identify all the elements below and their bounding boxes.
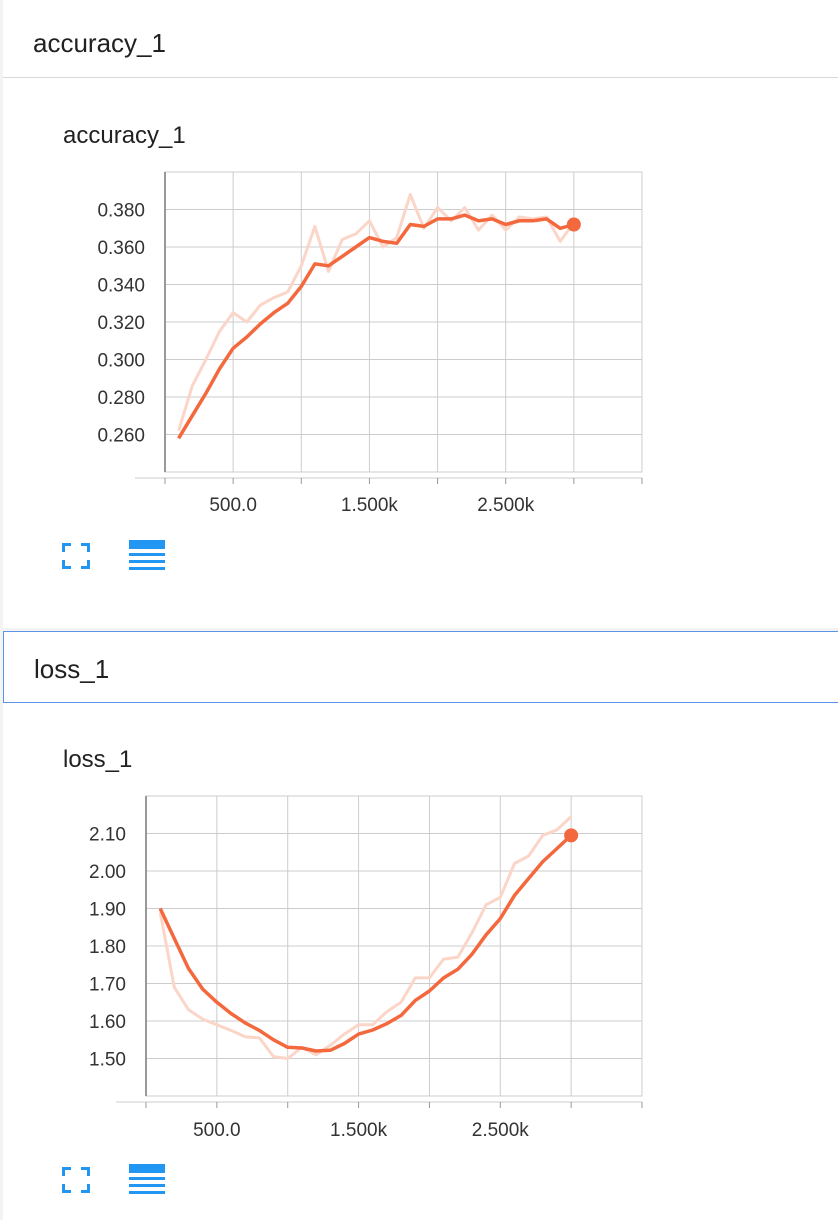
y-tick-label: 0.280 bbox=[97, 388, 145, 409]
y-tick-label: 1.80 bbox=[89, 937, 126, 958]
y-tick-label: 0.360 bbox=[97, 238, 145, 259]
x-tick-label: 2.500k bbox=[477, 495, 535, 516]
raw-series-line bbox=[158, 815, 573, 1060]
y-tick-label: 2.10 bbox=[89, 825, 126, 846]
accuracy-section-header[interactable]: accuracy_1 bbox=[3, 6, 838, 78]
y-tick-label: 1.90 bbox=[89, 900, 126, 921]
smoothed-series-line bbox=[177, 213, 575, 440]
section-title: loss_1 bbox=[34, 654, 110, 684]
accuracy-chart: 0.260 0.280 0.300 0.320 0.340 0.360 0.380 500.0… bbox=[97, 171, 643, 516]
y-tick-label: 0.300 bbox=[97, 351, 145, 372]
accuracy-section bbox=[3, 0, 838, 628]
smoothed-series-line bbox=[158, 834, 573, 1053]
last-point-marker bbox=[564, 828, 579, 843]
y-tick-label: 0.260 bbox=[97, 426, 145, 447]
section-title: accuracy_1 bbox=[33, 28, 166, 58]
x-tick-label: 1.500k bbox=[341, 495, 399, 516]
y-tick-label: 1.60 bbox=[89, 1012, 126, 1033]
data-table-icon bbox=[129, 540, 165, 570]
y-tick-label: 0.320 bbox=[97, 313, 145, 334]
fullscreen-button[interactable] bbox=[62, 543, 92, 571]
data-table-button[interactable] bbox=[129, 1164, 165, 1196]
fullscreen-icon bbox=[62, 1167, 90, 1193]
loss-section bbox=[3, 632, 838, 1220]
y-tick-label: 1.70 bbox=[89, 975, 126, 996]
y-tick-label: 2.00 bbox=[89, 862, 126, 883]
loss-section-header[interactable]: loss_1 bbox=[3, 631, 838, 703]
raw-series-line bbox=[177, 193, 576, 432]
chart-title: loss_1 bbox=[63, 746, 133, 773]
fullscreen-icon bbox=[62, 543, 90, 569]
chart-title: accuracy_1 bbox=[63, 122, 186, 149]
data-table-icon bbox=[129, 1164, 165, 1194]
y-tick-label: 0.340 bbox=[97, 276, 145, 297]
x-tick-label: 2.500k bbox=[472, 1120, 530, 1141]
y-tick-label: 1.50 bbox=[89, 1050, 126, 1071]
x-tick-label: 1.500k bbox=[330, 1120, 388, 1141]
x-tick-label: 500.0 bbox=[209, 495, 257, 516]
last-point-marker bbox=[566, 217, 581, 232]
fullscreen-button[interactable] bbox=[62, 1167, 92, 1195]
data-table-button[interactable] bbox=[129, 540, 165, 572]
y-tick-label: 0.380 bbox=[97, 201, 145, 222]
x-tick-label: 500.0 bbox=[193, 1120, 241, 1141]
